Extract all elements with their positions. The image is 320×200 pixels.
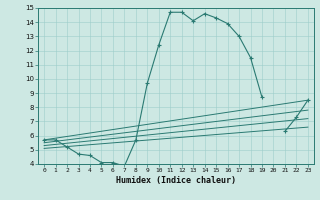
X-axis label: Humidex (Indice chaleur): Humidex (Indice chaleur) bbox=[116, 176, 236, 185]
